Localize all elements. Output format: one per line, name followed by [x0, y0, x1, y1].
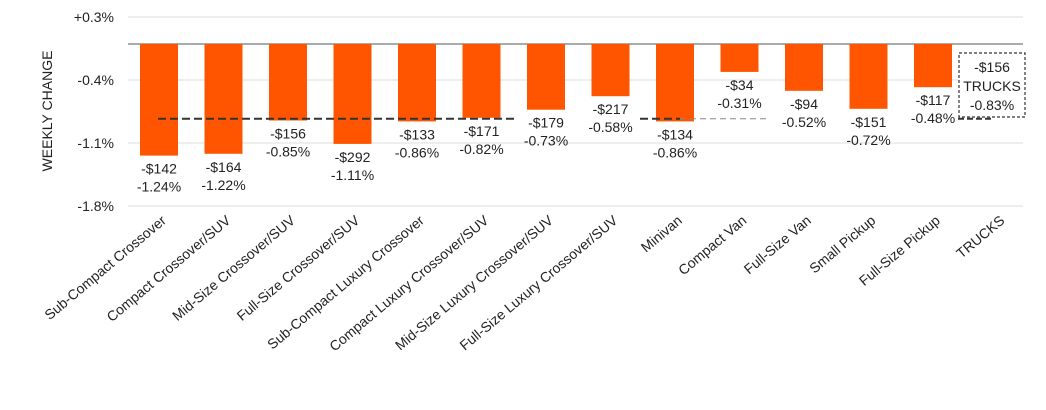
- bar: [591, 44, 630, 97]
- bar: [333, 44, 372, 144]
- percent-label: -1.24%: [137, 179, 181, 195]
- percent-label: -0.48%: [911, 110, 955, 126]
- percent-label: -0.73%: [524, 133, 568, 149]
- y-tick-label: -1.1%: [77, 135, 114, 151]
- bar: [398, 44, 436, 122]
- percent-label: -0.58%: [588, 119, 632, 135]
- bar: [204, 44, 243, 154]
- bar: [849, 44, 888, 109]
- percent-label: -0.82%: [459, 141, 503, 157]
- bar: [656, 44, 694, 122]
- category-label: Full-Size Crossover/SUV: [234, 212, 363, 324]
- percent-label: -0.72%: [846, 132, 890, 148]
- bar: [269, 44, 307, 121]
- dollar-label: -$156: [270, 126, 306, 142]
- percent-label: -1.11%: [331, 167, 374, 183]
- bar: [462, 44, 501, 118]
- y-tick-label: +0.3%: [74, 9, 114, 25]
- category-label: Compact Crossover/SUV: [103, 212, 234, 325]
- category-label: Full-Size Van: [741, 212, 814, 277]
- y-tick-label: -1.8%: [77, 198, 114, 214]
- dollar-label: -$151: [851, 114, 887, 130]
- percent-label: -0.52%: [782, 114, 826, 130]
- percent-label: -0.31%: [717, 95, 761, 111]
- dollar-label: -$34: [725, 77, 753, 93]
- summary-dollar: -$156: [974, 59, 1010, 75]
- category-label: TRUCKS: [953, 212, 1007, 261]
- dollar-label: -$94: [790, 96, 818, 112]
- dollar-label: -$179: [528, 115, 564, 131]
- percent-label: -1.22%: [201, 177, 245, 193]
- dollar-label: -$217: [593, 101, 629, 117]
- bar: [527, 44, 565, 110]
- dollar-label: -$133: [399, 126, 435, 142]
- percent-label: -0.86%: [653, 144, 697, 160]
- bar: [785, 44, 823, 91]
- dollar-label: -$142: [141, 161, 177, 177]
- dollar-label: -$117: [916, 92, 951, 108]
- summary-pct: -0.83%: [970, 97, 1014, 113]
- percent-label: -0.86%: [395, 144, 439, 160]
- category-label: Sub-Compact Crossover: [41, 212, 169, 323]
- y-axis-label: WEEKLY CHANGE: [39, 51, 55, 172]
- dollar-label: -$134: [657, 126, 693, 142]
- dollar-label: -$171: [464, 123, 500, 139]
- category-label: Compact Van: [675, 212, 749, 278]
- dollar-label: -$292: [335, 149, 371, 165]
- category-label: Mid-Size Crossover/SUV: [169, 212, 298, 324]
- summary-box: -$156 TRUCKS -0.83%: [958, 52, 1026, 118]
- bar: [720, 44, 759, 72]
- category-label: Minivan: [638, 212, 685, 255]
- bar: [140, 44, 178, 156]
- summary-name: TRUCKS: [963, 78, 1021, 94]
- bar: [914, 44, 952, 88]
- dollar-label: -$164: [206, 159, 242, 175]
- percent-label: -0.85%: [266, 144, 310, 160]
- y-tick-label: -0.4%: [77, 72, 114, 88]
